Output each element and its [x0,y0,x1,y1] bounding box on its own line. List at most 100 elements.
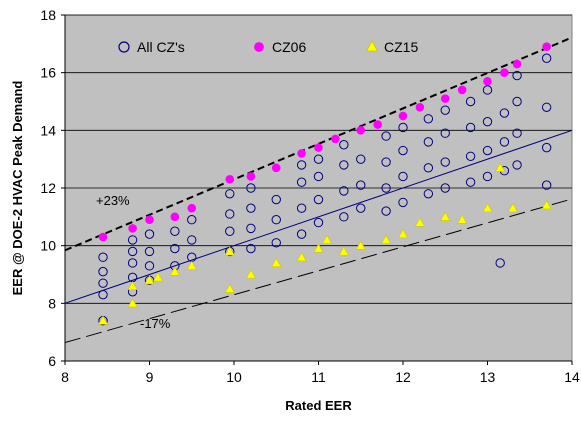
data-point-all-czs [482,145,493,156]
data-points [97,42,552,326]
data-point-cz15 [271,257,282,267]
data-point-cz06 [170,212,180,222]
y-tick-label: 12 [40,180,56,196]
data-point-cz06 [356,126,366,135]
data-point-cz15 [507,202,518,213]
legend-marker-all-czs [118,41,130,53]
data-point-all-czs [339,186,349,196]
data-point-all-czs [381,157,391,167]
data-point-all-czs [296,203,307,213]
data-point-all-czs [296,229,307,239]
data-point-all-czs [313,194,324,205]
data-point-cz06 [483,77,492,86]
x-tick-labels: 8 9 10 11 12 13 14 [61,361,580,385]
data-point-all-czs [98,266,108,277]
data-point-cz15 [397,228,409,239]
data-point-cz15 [224,246,235,256]
data-point-cz06 [331,134,340,144]
data-point-cz15 [97,315,109,325]
data-point-cz06 [297,149,306,158]
y-tick-label: 6 [48,353,56,369]
data-point-all-czs [144,246,155,257]
data-point-all-czs [144,261,155,271]
data-point-all-czs [296,160,307,170]
data-point-all-czs [98,278,108,288]
data-point-cz06 [314,143,323,152]
data-point-cz06 [440,94,450,103]
data-point-cz15 [457,214,468,224]
data-point-all-czs [512,128,522,138]
y-tick-labels: 6 8 10 12 14 16 18 [40,7,65,369]
data-point-all-czs [398,122,408,133]
data-point-all-czs [339,160,349,170]
data-point-cz06 [457,85,467,95]
data-point-all-czs [187,235,197,245]
series-1 [98,42,551,242]
data-point-all-czs [541,53,552,63]
x-tick-label: 11 [311,369,326,385]
x-tick-label: 13 [480,369,496,385]
x-tick-label: 8 [61,369,69,385]
data-point-cz06 [187,203,197,213]
series-2 [97,162,552,325]
data-point-all-czs [482,171,493,182]
y-axis-label: EER @ DOE-2 HVAC Peak Demand [10,81,25,296]
data-point-all-czs [398,197,408,208]
data-point-all-czs [339,140,349,150]
data-point-cz15 [355,240,366,250]
data-point-cz15 [127,280,138,291]
data-point-all-czs [423,137,434,147]
data-point-cz06 [98,232,108,242]
data-point-cz15 [482,202,493,213]
data-point-all-czs [423,114,434,124]
legend-marker-cz15 [365,40,379,52]
data-point-cz06 [246,172,256,181]
legend-item-cz06: CZ06 [254,39,306,55]
data-point-all-czs [541,102,552,112]
data-point-all-czs [465,151,476,161]
y-tick-label: 10 [40,238,56,254]
legend-item-cz15: CZ15 [365,39,418,55]
data-point-all-czs [381,131,391,141]
data-point-cz15 [224,283,235,293]
data-point-all-czs [144,229,155,239]
data-point-all-czs [512,160,522,170]
data-point-cz15 [338,246,349,256]
data-point-all-czs [296,177,307,187]
data-point-all-czs [499,137,510,147]
data-point-all-czs [187,215,197,225]
data-point-all-czs [465,122,476,133]
data-point-all-czs [398,171,408,182]
y-tick-label: 16 [40,65,56,81]
data-point-all-czs [246,223,256,234]
data-point-cz06 [512,59,522,69]
data-point-all-czs [339,212,349,222]
annotation-plus-23: +23% [96,193,130,208]
data-point-cz06 [271,163,281,173]
legend-marker-cz06 [254,42,264,52]
data-point-all-czs [440,105,450,115]
gridlines [65,14,572,304]
data-point-all-czs [356,180,366,190]
annotation-minus-17: -17% [140,316,171,331]
data-point-all-czs [127,235,138,245]
legend-label-cz15: CZ15 [384,39,418,55]
data-point-all-czs [440,157,450,167]
data-point-cz15 [541,200,552,210]
data-point-all-czs [127,258,138,268]
data-point-all-czs [499,108,510,118]
reference-lines [65,36,572,344]
data-point-cz06 [500,68,509,77]
data-point-cz06 [398,111,408,121]
legend: All CZ's CZ06 CZ15 [118,39,418,55]
data-point-cz06 [373,120,382,129]
data-point-all-czs [381,183,391,193]
data-point-all-czs [495,258,505,268]
data-point-all-czs [440,128,450,138]
data-point-all-czs [465,96,476,107]
data-point-all-czs [512,96,522,107]
data-point-all-czs [313,154,324,164]
y-tick-label: 14 [40,122,56,138]
data-point-cz15 [152,272,164,282]
